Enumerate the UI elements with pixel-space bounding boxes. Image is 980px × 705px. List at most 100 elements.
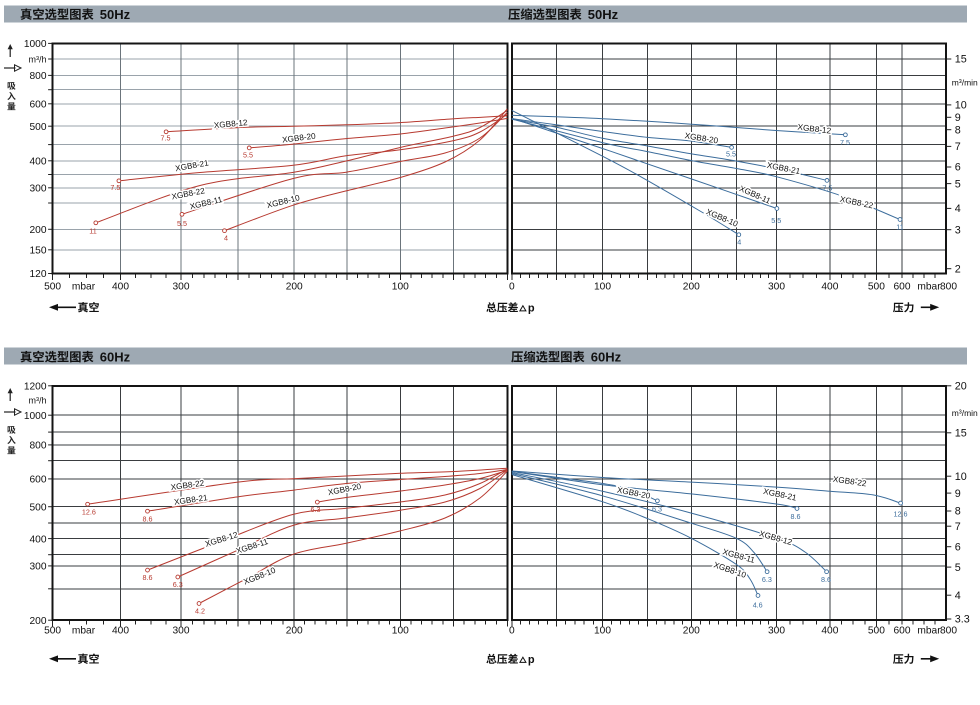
svg-text:8.6: 8.6 — [143, 573, 153, 582]
svg-text:5.5: 5.5 — [243, 151, 253, 160]
svg-text:7.5: 7.5 — [840, 138, 850, 147]
svg-text:7.5: 7.5 — [110, 183, 120, 192]
svg-text:500: 500 — [30, 122, 47, 133]
svg-text:15: 15 — [955, 428, 967, 440]
svg-text:6: 6 — [955, 162, 961, 174]
svg-text:400: 400 — [821, 282, 838, 293]
svg-text:7.5: 7.5 — [161, 134, 171, 143]
svg-text:0: 0 — [509, 282, 515, 293]
svg-text:200: 200 — [683, 282, 700, 293]
svg-text:4: 4 — [955, 590, 961, 602]
svg-text:8: 8 — [955, 506, 961, 518]
svg-text:300: 300 — [173, 626, 190, 637]
svg-text:5.5: 5.5 — [771, 216, 781, 225]
svg-text:11: 11 — [896, 223, 903, 232]
svg-text:300: 300 — [173, 282, 190, 293]
svg-text:500: 500 — [868, 282, 885, 293]
svg-text:4.6: 4.6 — [753, 600, 763, 609]
svg-text:5.5: 5.5 — [177, 219, 187, 228]
svg-text:600: 600 — [894, 626, 911, 637]
svg-text:400: 400 — [112, 626, 129, 637]
svg-text:800: 800 — [940, 282, 957, 293]
svg-text:8.6: 8.6 — [143, 515, 153, 524]
svg-text:800: 800 — [940, 626, 957, 637]
svg-text:400: 400 — [30, 534, 47, 545]
svg-text:8: 8 — [955, 124, 961, 136]
svg-text:m³/min: m³/min — [952, 78, 978, 88]
svg-text:150: 150 — [30, 246, 47, 257]
svg-text:m³/h: m³/h — [29, 396, 47, 406]
svg-text:60Hz: 60Hz — [100, 349, 131, 364]
svg-text:100: 100 — [392, 282, 409, 293]
svg-text:p: p — [528, 654, 535, 666]
svg-text:1200: 1200 — [24, 382, 47, 393]
svg-text:500: 500 — [30, 502, 47, 513]
svg-text:500: 500 — [868, 626, 885, 637]
svg-text:9: 9 — [955, 112, 961, 124]
svg-text:10: 10 — [955, 471, 967, 483]
svg-text:50Hz: 50Hz — [588, 7, 619, 22]
svg-text:5.5: 5.5 — [726, 150, 736, 159]
svg-text:7.5: 7.5 — [822, 184, 832, 193]
svg-text:5: 5 — [955, 562, 961, 574]
svg-text:2: 2 — [955, 263, 961, 275]
svg-text:3: 3 — [955, 224, 961, 236]
svg-text:200: 200 — [30, 225, 47, 236]
svg-text:4: 4 — [224, 233, 228, 242]
svg-text:6.3: 6.3 — [652, 504, 662, 513]
svg-text:4: 4 — [737, 237, 741, 246]
svg-text:800: 800 — [30, 441, 47, 452]
svg-text:200: 200 — [286, 282, 303, 293]
svg-text:11: 11 — [89, 227, 96, 236]
svg-text:300: 300 — [768, 282, 785, 293]
svg-text:7: 7 — [955, 141, 961, 153]
svg-text:600: 600 — [30, 475, 47, 486]
svg-text:7: 7 — [955, 521, 961, 533]
svg-text:300: 300 — [30, 562, 47, 573]
svg-text:400: 400 — [112, 282, 129, 293]
svg-text:6.3: 6.3 — [762, 575, 772, 584]
svg-text:600: 600 — [894, 282, 911, 293]
svg-text:6.3: 6.3 — [311, 505, 321, 514]
svg-text:p: p — [528, 302, 535, 314]
svg-text:100: 100 — [594, 626, 611, 637]
svg-text:4.2: 4.2 — [195, 607, 205, 616]
svg-text:mbar: mbar — [72, 626, 96, 637]
svg-text:m³/min: m³/min — [952, 408, 978, 418]
svg-text:200: 200 — [286, 626, 303, 637]
svg-text:5: 5 — [955, 178, 961, 190]
svg-text:15: 15 — [955, 54, 967, 66]
svg-text:500: 500 — [44, 626, 61, 637]
svg-text:mbar: mbar — [72, 282, 96, 293]
svg-text:9: 9 — [955, 488, 961, 500]
svg-text:mbar: mbar — [917, 282, 941, 293]
svg-text:20: 20 — [955, 381, 967, 393]
svg-text:200: 200 — [683, 626, 700, 637]
svg-text:50Hz: 50Hz — [100, 7, 131, 22]
svg-text:8.6: 8.6 — [791, 512, 801, 521]
svg-text:600: 600 — [30, 100, 47, 111]
svg-text:6: 6 — [955, 541, 961, 553]
svg-text:6.3: 6.3 — [173, 580, 183, 589]
svg-text:10: 10 — [955, 100, 967, 112]
svg-text:12.6: 12.6 — [894, 510, 908, 519]
svg-text:mbar: mbar — [917, 626, 941, 637]
svg-text:8.6: 8.6 — [821, 575, 831, 584]
svg-text:3.3: 3.3 — [955, 614, 970, 626]
svg-text:1000: 1000 — [24, 39, 47, 50]
svg-text:1000: 1000 — [24, 411, 47, 422]
svg-text:100: 100 — [392, 626, 409, 637]
svg-text:100: 100 — [594, 282, 611, 293]
svg-text:500: 500 — [44, 282, 61, 293]
svg-text:4: 4 — [955, 203, 961, 215]
svg-text:12.6: 12.6 — [82, 508, 96, 517]
svg-text:120: 120 — [30, 269, 47, 280]
svg-text:300: 300 — [30, 184, 47, 195]
svg-text:400: 400 — [821, 626, 838, 637]
svg-text:60Hz: 60Hz — [591, 349, 622, 364]
svg-text:0: 0 — [509, 626, 515, 637]
svg-text:800: 800 — [30, 71, 47, 82]
svg-text:m³/h: m³/h — [29, 55, 47, 65]
svg-text:300: 300 — [768, 626, 785, 637]
svg-text:200: 200 — [30, 616, 47, 627]
